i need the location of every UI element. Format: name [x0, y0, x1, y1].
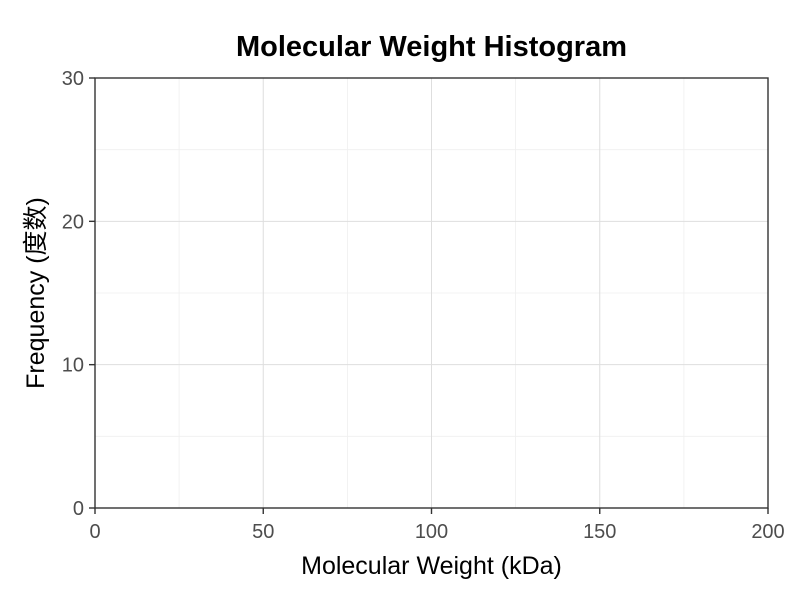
grid-layer — [94, 77, 769, 509]
x-tick-label: 0 — [89, 521, 100, 543]
x-axis-label: Molecular Weight (kDa) — [301, 552, 562, 580]
x-tick-label: 100 — [415, 521, 448, 543]
ticks-layer: 0 50 100 150 200 0 10 20 30 — [62, 68, 785, 543]
y-tick-label: 10 — [62, 355, 84, 377]
x-tick-label: 50 — [252, 521, 274, 543]
x-tick-label: 150 — [583, 521, 616, 543]
y-tick-label: 0 — [73, 498, 84, 520]
y-axis-label: Frequency (度数) — [22, 197, 50, 389]
y-tick-label: 30 — [62, 68, 84, 90]
y-tick-label: 20 — [62, 211, 84, 233]
x-tick-label: 200 — [751, 521, 784, 543]
chart-title: Molecular Weight Histogram — [236, 31, 627, 63]
